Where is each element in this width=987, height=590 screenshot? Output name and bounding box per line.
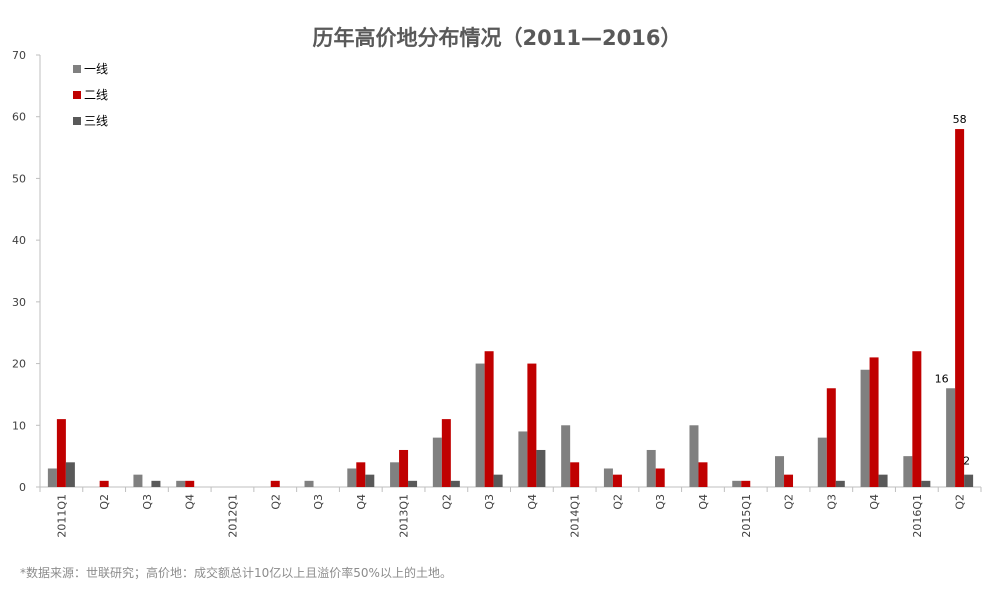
bar-一线-Q4 xyxy=(860,369,870,487)
bar-一线-Q4 xyxy=(689,425,699,487)
legend-swatch-三线 xyxy=(73,117,81,125)
bar-二线-2011Q1 xyxy=(56,419,66,487)
bar-二线-Q4 xyxy=(527,363,537,487)
x-tick-label: Q4 xyxy=(868,494,881,510)
bar-三线-Q4 xyxy=(878,474,888,487)
x-tick-label: 2012Q1 xyxy=(226,494,239,538)
x-tick-label: Q3 xyxy=(141,494,154,510)
bar-二线-2014Q1 xyxy=(570,462,580,487)
legend-label-三线: 三线 xyxy=(84,114,108,128)
bar-二线-Q3 xyxy=(826,388,836,487)
bar-三线-2016Q1 xyxy=(921,480,931,487)
x-tick-label: Q4 xyxy=(184,494,197,510)
x-tick-label: Q2 xyxy=(954,494,967,510)
bar-二线-Q2 xyxy=(955,129,965,488)
bar-三线-Q3 xyxy=(493,474,503,487)
x-tick-label: 2013Q1 xyxy=(398,494,411,538)
x-tick-label: Q4 xyxy=(697,494,710,510)
bar-一线-Q4 xyxy=(518,431,528,487)
bar-一线-Q3 xyxy=(304,480,314,487)
x-tick-label: 2011Q1 xyxy=(55,494,68,538)
bar-三线-2011Q1 xyxy=(65,462,75,487)
bar-三线-Q3 xyxy=(151,480,161,487)
data-label: 58 xyxy=(953,113,967,126)
bar-二线-Q2 xyxy=(270,480,280,487)
bar-二线-2016Q1 xyxy=(912,351,922,487)
legend-swatch-一线 xyxy=(73,65,81,73)
x-tick-label: Q2 xyxy=(98,494,111,510)
bar-二线-Q2 xyxy=(784,474,794,487)
x-tick-label: Q2 xyxy=(611,494,624,510)
data-label: 16 xyxy=(935,372,949,385)
bar-一线-2014Q1 xyxy=(561,425,571,487)
bar-一线-Q4 xyxy=(347,468,357,487)
legend-label-一线: 一线 xyxy=(84,62,108,76)
x-tick-label: Q3 xyxy=(483,494,496,510)
bar-三线-Q2 xyxy=(450,480,460,487)
bar-三线-2013Q1 xyxy=(408,480,418,487)
bar-三线-Q2 xyxy=(964,474,974,487)
x-tick-label: Q2 xyxy=(269,494,282,510)
legend-swatch-二线 xyxy=(73,91,81,99)
bar-三线-Q4 xyxy=(536,449,546,487)
bar-二线-2015Q1 xyxy=(741,480,751,487)
x-tick-label: Q3 xyxy=(825,494,838,510)
bar-二线-Q4 xyxy=(869,357,879,487)
x-tick-label: Q4 xyxy=(526,494,539,510)
y-tick-label: 0 xyxy=(19,481,26,494)
y-tick-label: 40 xyxy=(12,234,26,247)
bar-二线-Q2 xyxy=(99,480,109,487)
bar-一线-Q3 xyxy=(817,437,827,487)
bar-二线-2013Q1 xyxy=(399,449,409,487)
bar-一线-Q3 xyxy=(133,474,143,487)
bar-二线-Q2 xyxy=(441,419,451,487)
bar-一线-Q2 xyxy=(946,388,956,487)
bar-一线-Q2 xyxy=(432,437,442,487)
bar-一线-Q2 xyxy=(603,468,613,487)
bar-二线-Q4 xyxy=(698,462,708,487)
y-tick-label: 70 xyxy=(12,49,26,62)
bar-一线-Q3 xyxy=(475,363,485,487)
bar-一线-2016Q1 xyxy=(903,456,913,487)
x-tick-label: Q3 xyxy=(654,494,667,510)
bars xyxy=(47,129,974,488)
bar-二线-Q2 xyxy=(612,474,622,487)
x-tick-label: Q2 xyxy=(783,494,796,510)
bar-一线-Q3 xyxy=(646,449,656,487)
legend-label-二线: 二线 xyxy=(84,88,108,102)
bar-一线-Q4 xyxy=(176,480,186,487)
bar-二线-Q4 xyxy=(356,462,366,487)
x-tick-label: 2016Q1 xyxy=(911,494,924,538)
y-tick-label: 20 xyxy=(12,358,26,371)
x-tick-label: 2014Q1 xyxy=(569,494,582,538)
y-tick-label: 60 xyxy=(12,111,26,124)
x-tick-label: Q3 xyxy=(312,494,325,510)
bar-一线-2011Q1 xyxy=(47,468,57,487)
x-axis: 2011Q1 Q2 Q3 Q4 2012Q1 Q2 Q3 Q4 2013Q1 Q2 Q3 Q4 2014… xyxy=(39,486,982,538)
bar-二线-Q4 xyxy=(185,480,195,487)
y-axis: 0 10 20 30 40 50 60 70 xyxy=(12,49,41,494)
chart-title: 历年高价地分布情况（2011—2016） xyxy=(313,26,682,50)
bar-一线-2013Q1 xyxy=(390,462,400,487)
y-tick-label: 30 xyxy=(12,296,26,309)
bar-一线-2015Q1 xyxy=(732,480,742,487)
bar-二线-Q3 xyxy=(484,351,494,487)
bar-三线-Q3 xyxy=(835,480,845,487)
bar-三线-Q4 xyxy=(365,474,375,487)
x-tick-label: Q2 xyxy=(440,494,453,510)
data-label: 2 xyxy=(963,455,970,468)
x-tick-label: 2015Q1 xyxy=(740,494,753,538)
bar-一线-Q2 xyxy=(775,456,785,487)
footnote: *数据来源：世联研究；高价地：成交额总计10亿以上且溢价率50%以上的土地。 xyxy=(20,566,452,580)
x-tick-label: Q4 xyxy=(355,494,368,510)
bar-二线-Q3 xyxy=(655,468,665,487)
y-tick-label: 10 xyxy=(12,419,26,432)
data-labels: 58 16 2 xyxy=(935,113,971,468)
y-tick-label: 50 xyxy=(12,172,26,185)
